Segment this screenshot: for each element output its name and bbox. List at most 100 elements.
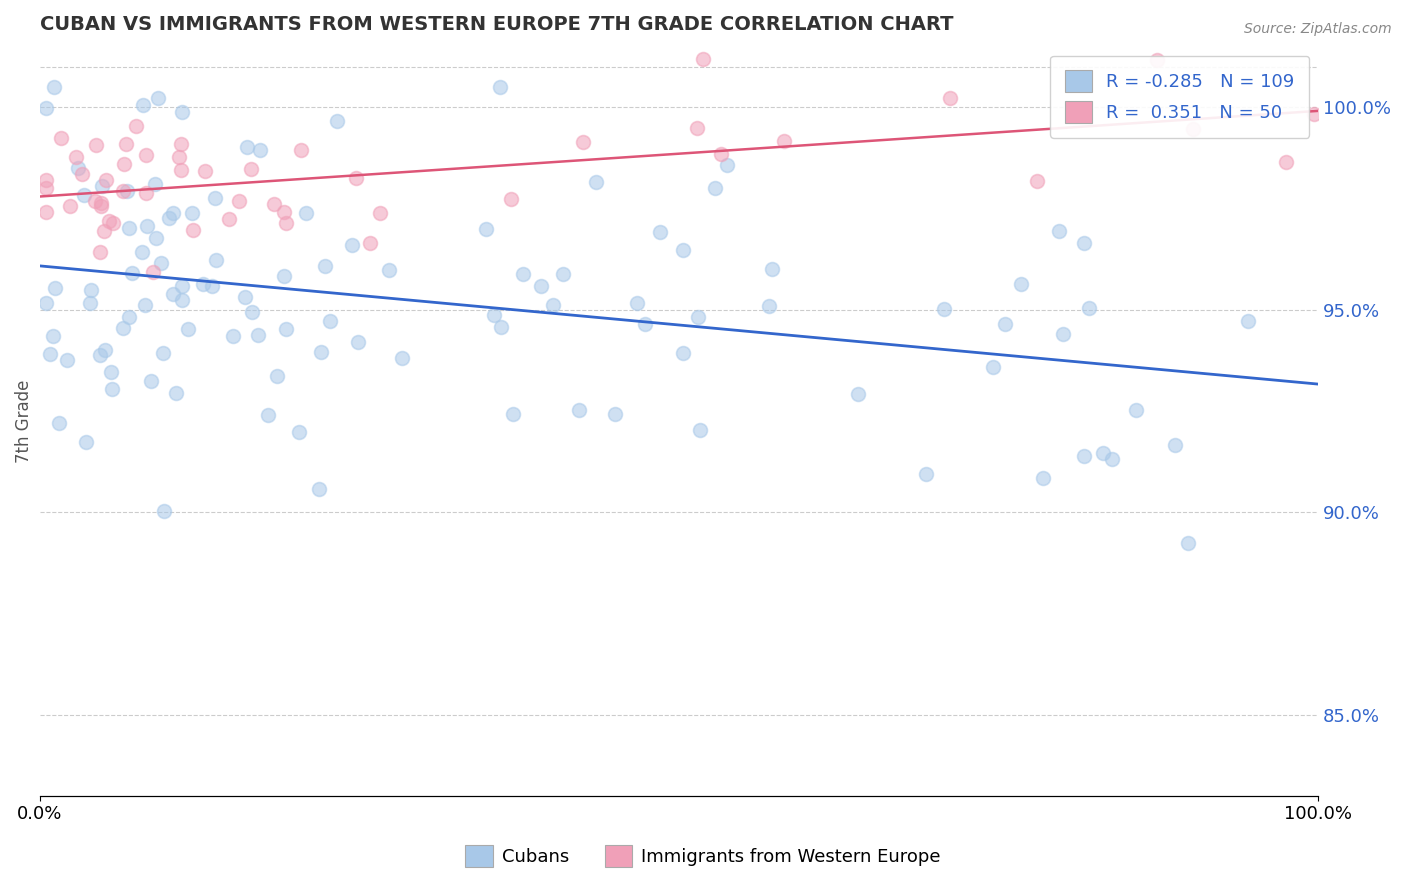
Point	[135, 219, 157, 234]
Point	[90, 178, 112, 193]
Point	[194, 163, 217, 178]
Point	[295, 206, 318, 220]
Point	[49, 131, 72, 145]
Point	[115, 136, 138, 151]
Point	[263, 196, 285, 211]
Point	[240, 305, 263, 319]
Point	[90, 199, 112, 213]
Point	[634, 317, 657, 331]
Point	[1091, 446, 1114, 460]
Point	[1073, 236, 1095, 251]
Point	[131, 244, 153, 259]
Point	[145, 231, 167, 245]
Point	[121, 266, 143, 280]
Point	[309, 345, 332, 359]
Point	[981, 359, 1004, 374]
Point	[70, 167, 93, 181]
Point	[1177, 536, 1199, 550]
Point	[994, 317, 1017, 331]
Point	[488, 80, 510, 95]
Point	[585, 175, 607, 189]
Point	[65, 150, 87, 164]
Point	[84, 194, 107, 209]
Point	[1146, 53, 1168, 67]
Point	[112, 184, 135, 198]
Point	[42, 329, 65, 343]
Point	[233, 290, 256, 304]
Point	[1237, 314, 1260, 328]
Point	[204, 191, 226, 205]
Point	[170, 293, 193, 307]
Point	[276, 322, 298, 336]
Point	[48, 416, 70, 430]
Point	[266, 368, 288, 383]
Point	[326, 114, 349, 128]
Point	[1164, 438, 1187, 452]
Point	[222, 328, 245, 343]
Point	[378, 262, 401, 277]
Point	[704, 181, 727, 195]
Point	[551, 267, 574, 281]
Point	[167, 150, 190, 164]
Point	[692, 52, 714, 66]
Point	[162, 286, 184, 301]
Point	[499, 192, 522, 206]
Point	[112, 321, 135, 335]
Point	[314, 259, 336, 273]
Point	[772, 134, 794, 148]
Point	[603, 407, 626, 421]
Point	[89, 348, 111, 362]
Point	[308, 482, 330, 496]
Point	[35, 181, 58, 195]
Point	[100, 365, 122, 379]
Point	[541, 298, 564, 312]
Point	[686, 120, 709, 135]
Point	[710, 147, 733, 161]
Point	[1303, 106, 1326, 120]
Point	[56, 353, 79, 368]
Point	[94, 343, 117, 358]
Point	[319, 314, 342, 328]
Point	[236, 140, 259, 154]
Point	[530, 279, 553, 293]
Point	[1182, 122, 1205, 136]
Point	[340, 238, 363, 252]
Point	[758, 299, 780, 313]
Point	[626, 296, 648, 310]
Point	[1047, 224, 1070, 238]
Point	[249, 143, 271, 157]
Point	[273, 204, 295, 219]
Point	[761, 262, 783, 277]
Point	[288, 425, 311, 440]
Point	[1032, 471, 1054, 485]
Text: Source: ZipAtlas.com: Source: ZipAtlas.com	[1244, 22, 1392, 37]
Point	[391, 351, 413, 365]
Point	[35, 205, 58, 219]
Point	[177, 321, 200, 335]
Point	[139, 374, 162, 388]
Point	[1010, 277, 1032, 291]
Point	[93, 224, 115, 238]
Point	[90, 195, 112, 210]
Point	[273, 269, 295, 284]
Point	[1077, 301, 1099, 315]
Point	[347, 335, 370, 350]
Point	[201, 279, 224, 293]
Text: CUBAN VS IMMIGRANTS FROM WESTERN EUROPE 7TH GRADE CORRELATION CHART: CUBAN VS IMMIGRANTS FROM WESTERN EUROPE …	[39, 15, 953, 34]
Point	[118, 221, 141, 235]
Point	[181, 223, 204, 237]
Point	[79, 296, 101, 310]
Point	[134, 298, 156, 312]
Point	[671, 243, 693, 257]
Point	[117, 184, 139, 198]
Point	[84, 138, 107, 153]
Point	[112, 157, 135, 171]
Point	[89, 245, 111, 260]
Point	[1052, 326, 1074, 341]
Point	[98, 214, 121, 228]
Point	[648, 225, 671, 239]
Point	[181, 205, 204, 219]
Point	[80, 283, 103, 297]
Point	[143, 177, 166, 191]
Point	[359, 236, 381, 251]
